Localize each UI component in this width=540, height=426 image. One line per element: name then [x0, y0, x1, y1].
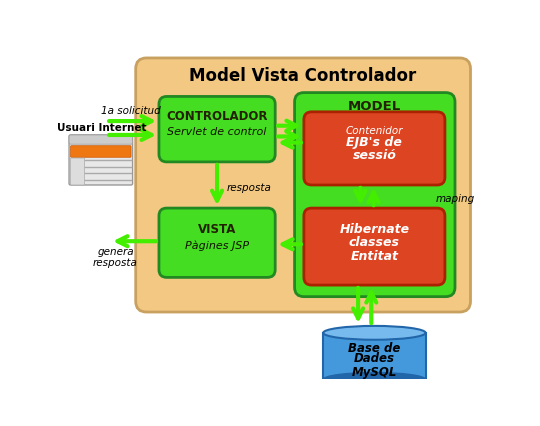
Ellipse shape — [323, 326, 426, 340]
FancyBboxPatch shape — [69, 135, 133, 145]
Text: MySQL: MySQL — [352, 366, 397, 378]
Text: Base de: Base de — [348, 341, 401, 354]
Text: Hibernate: Hibernate — [339, 223, 409, 236]
Text: 1a solicitud: 1a solicitud — [101, 106, 161, 116]
Text: Model Vista Controlador: Model Vista Controlador — [190, 67, 417, 85]
Text: Dades: Dades — [354, 351, 395, 365]
Text: CONTROLADOR: CONTROLADOR — [166, 110, 268, 123]
Text: VISTA: VISTA — [198, 223, 237, 236]
Text: EJB's de: EJB's de — [347, 136, 402, 149]
Text: MODEL: MODEL — [348, 100, 401, 113]
Text: sessió: sessió — [353, 148, 396, 161]
FancyBboxPatch shape — [323, 333, 426, 380]
FancyBboxPatch shape — [159, 97, 275, 162]
FancyBboxPatch shape — [69, 135, 133, 186]
FancyBboxPatch shape — [136, 59, 470, 312]
FancyBboxPatch shape — [71, 158, 85, 186]
FancyBboxPatch shape — [304, 112, 445, 186]
FancyBboxPatch shape — [304, 209, 445, 285]
Text: Servlet de control: Servlet de control — [167, 127, 267, 137]
FancyBboxPatch shape — [71, 147, 131, 158]
Text: genera
resposta: genera resposta — [93, 246, 138, 268]
FancyBboxPatch shape — [159, 209, 275, 278]
Text: resposta: resposta — [226, 183, 271, 193]
Ellipse shape — [323, 373, 426, 387]
Text: maping: maping — [435, 194, 475, 204]
FancyBboxPatch shape — [295, 93, 455, 297]
Text: Pàgines JSP: Pàgines JSP — [185, 239, 249, 250]
Text: classes: classes — [349, 236, 400, 249]
Text: Contenidor: Contenidor — [346, 125, 403, 135]
Text: Usuari Internet: Usuari Internet — [57, 123, 146, 133]
Text: Entitat: Entitat — [350, 249, 399, 262]
